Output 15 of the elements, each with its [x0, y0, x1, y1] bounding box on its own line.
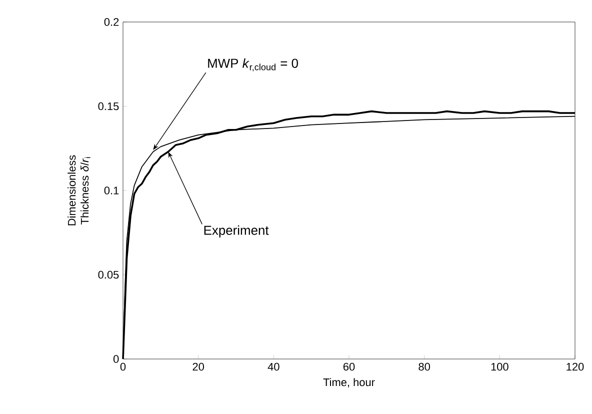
annotation: Experiment [204, 225, 269, 238]
y-tick-label: 0.05 [98, 270, 119, 279]
x-tick-label: 120 [566, 362, 584, 371]
x-axis-title: Time, hour [323, 378, 375, 388]
y-tick-label: 0.15 [98, 102, 119, 110]
x-tick-label: 60 [343, 362, 355, 371]
x-tick-label: 40 [268, 362, 280, 371]
x-tick-label: 0 [120, 362, 126, 371]
x-tick-label: 100 [491, 362, 508, 371]
x-tick-label: 80 [418, 362, 430, 371]
y-tick-label: 0.2 [104, 18, 119, 26]
x-tick-label: 20 [192, 362, 204, 371]
y-tick-label: 0.1 [104, 186, 119, 194]
y-tick-label: 0 [113, 355, 119, 363]
annotation: MWP k$_{r,cloud}$ = 0 [208, 58, 298, 72]
